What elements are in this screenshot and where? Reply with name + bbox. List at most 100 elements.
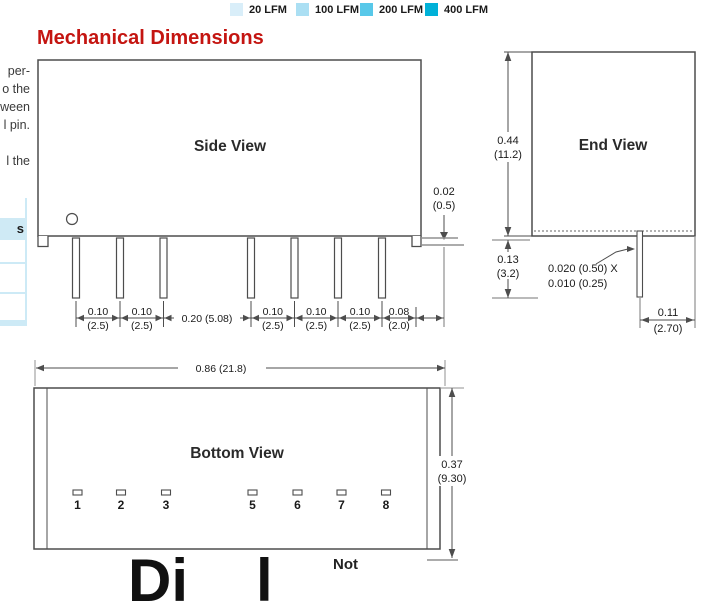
arrow-right-icon bbox=[627, 246, 635, 252]
left-text-fragment: ween bbox=[0, 100, 30, 114]
pin-pad bbox=[160, 489, 172, 496]
dim-text: 0.02 bbox=[433, 186, 454, 198]
dim-text: 0.20 (5.08) bbox=[182, 313, 233, 325]
bottom-view-label: Bottom View bbox=[190, 445, 285, 462]
pin-number: 8 bbox=[383, 498, 390, 512]
dim-text: (2.0) bbox=[388, 320, 410, 332]
dim-text: (2.5) bbox=[306, 320, 328, 332]
left-table-header: s bbox=[0, 218, 27, 240]
dim-text: (2.70) bbox=[654, 323, 683, 335]
pin-pad bbox=[247, 489, 258, 496]
bottom-view-pads bbox=[72, 489, 392, 496]
label-mask bbox=[487, 252, 529, 279]
left-text-fragment: l pin. bbox=[3, 118, 30, 132]
pin bbox=[333, 237, 343, 299]
pin-number: 7 bbox=[338, 498, 345, 512]
pin-length-dim: 0.13 (3.2) bbox=[487, 239, 538, 299]
legend-label: 200 LFM bbox=[379, 3, 424, 16]
arrow-left-icon bbox=[641, 317, 649, 323]
pin-number: 3 bbox=[163, 498, 170, 512]
legend-item-100lfm: 100 LFM bbox=[296, 3, 359, 16]
left-table-row bbox=[0, 240, 25, 264]
dim-text: 0.37 bbox=[441, 459, 462, 471]
pin-number: 5 bbox=[249, 498, 256, 512]
pitch-dim-labels: 0.10 (2.5) 0.10 (2.5) 0.20 (5.08) 0.10 (… bbox=[87, 306, 410, 332]
side-view-pins bbox=[71, 237, 387, 299]
arrow-down-icon bbox=[504, 227, 512, 236]
left-text-fragment: o the bbox=[2, 82, 30, 96]
pin-pitch-dims bbox=[75, 301, 444, 327]
arrow-down-icon bbox=[440, 232, 448, 240]
swatch-200lfm-icon bbox=[360, 3, 373, 16]
height-dim: 0.44 (11.2) bbox=[487, 51, 532, 237]
dim-text: (2.5) bbox=[87, 320, 109, 332]
arrow-up-icon bbox=[504, 52, 512, 61]
pin bbox=[159, 237, 168, 299]
swatch-100lfm-icon bbox=[296, 3, 309, 16]
label-mask bbox=[174, 311, 240, 324]
pin-pad bbox=[115, 489, 127, 496]
label-mask bbox=[430, 456, 474, 486]
end-view-drawing: End View 0.44 (11.2) 0.13 (3.2) 0.020 (0… bbox=[487, 51, 696, 335]
dim-text: 0.10 bbox=[306, 306, 327, 318]
swatch-400lfm-icon bbox=[425, 3, 438, 16]
pin-number: 2 bbox=[118, 498, 125, 512]
dim-arrowheads bbox=[77, 314, 443, 322]
footer-notes-fragment: Not bbox=[333, 556, 358, 573]
pin bbox=[290, 237, 299, 299]
arrow-down-icon bbox=[504, 289, 512, 298]
dim-text: 0.10 bbox=[88, 306, 109, 318]
dim-text: (11.2) bbox=[494, 149, 522, 161]
left-table bbox=[0, 240, 27, 326]
pin-pad bbox=[336, 489, 347, 496]
label-mask bbox=[487, 132, 529, 162]
end-view-pin bbox=[636, 230, 644, 298]
legend-label: 20 LFM bbox=[249, 3, 287, 16]
dim-text: (3.2) bbox=[497, 268, 520, 280]
dim-text: (2.5) bbox=[262, 320, 284, 332]
pin-pad bbox=[292, 489, 303, 496]
swatch-20lfm-icon bbox=[230, 3, 243, 16]
dim-text: (2.5) bbox=[349, 320, 371, 332]
dim-text: (2.5) bbox=[131, 320, 153, 332]
arrow-up-icon bbox=[448, 388, 456, 397]
dim-text: 0.08 bbox=[389, 306, 410, 318]
dim-text: 0.13 bbox=[497, 254, 518, 266]
pin-number: 1 bbox=[74, 498, 81, 512]
side-view-label: Side View bbox=[194, 138, 267, 155]
depth-dim: 0.37 (9.30) bbox=[427, 387, 474, 561]
arrow-left-icon bbox=[36, 364, 44, 372]
end-view-label: End View bbox=[579, 137, 649, 154]
legend-item-400lfm: 400 LFM bbox=[425, 3, 488, 16]
legend-item-200lfm: 200 LFM bbox=[360, 3, 423, 16]
width-dim: 0.86 (21.8) bbox=[34, 360, 446, 386]
side-view-drawing: Side View 0.02 (0.5) 0.10 (2.5) 0 bbox=[37, 59, 464, 332]
left-text-fragment: per- bbox=[7, 64, 30, 78]
footer-logo-fragment: Di bbox=[128, 547, 188, 614]
datasheet-page: { "legend": { "items": [ {"label": "20 L… bbox=[0, 3, 696, 611]
arrow-down-icon bbox=[448, 549, 456, 558]
left-table-border bbox=[25, 198, 27, 218]
pin-pad bbox=[380, 489, 392, 496]
legend-item-20lfm: 20 LFM bbox=[230, 3, 287, 16]
page-title: Mechanical Dimensions bbox=[37, 27, 264, 49]
dim-text: 0.020 (0.50) X bbox=[548, 263, 618, 275]
pin bbox=[377, 237, 387, 299]
pin1-marker-icon bbox=[65, 212, 79, 226]
dim-text: 0.010 (0.25) bbox=[548, 278, 607, 290]
label-mask bbox=[178, 361, 266, 375]
legend-label: 100 LFM bbox=[315, 3, 360, 16]
pin bbox=[71, 237, 81, 299]
pin-pad bbox=[72, 489, 83, 496]
footer-logo-fragment: l bbox=[256, 547, 273, 614]
dim-text: 0.86 (21.8) bbox=[196, 363, 247, 375]
dim-text: (0.5) bbox=[433, 200, 456, 212]
pin bbox=[115, 237, 125, 299]
arrow-right-icon bbox=[686, 317, 694, 323]
pin-numbers: 1 2 3 5 6 7 8 bbox=[74, 498, 390, 512]
left-table-row bbox=[0, 294, 25, 322]
standoff-dim: 0.02 (0.5) bbox=[422, 186, 464, 327]
pin-offset-dim: 0.11 (2.70) bbox=[639, 236, 696, 335]
dim-text: 0.10 bbox=[132, 306, 153, 318]
arrow-right-icon bbox=[437, 364, 445, 372]
